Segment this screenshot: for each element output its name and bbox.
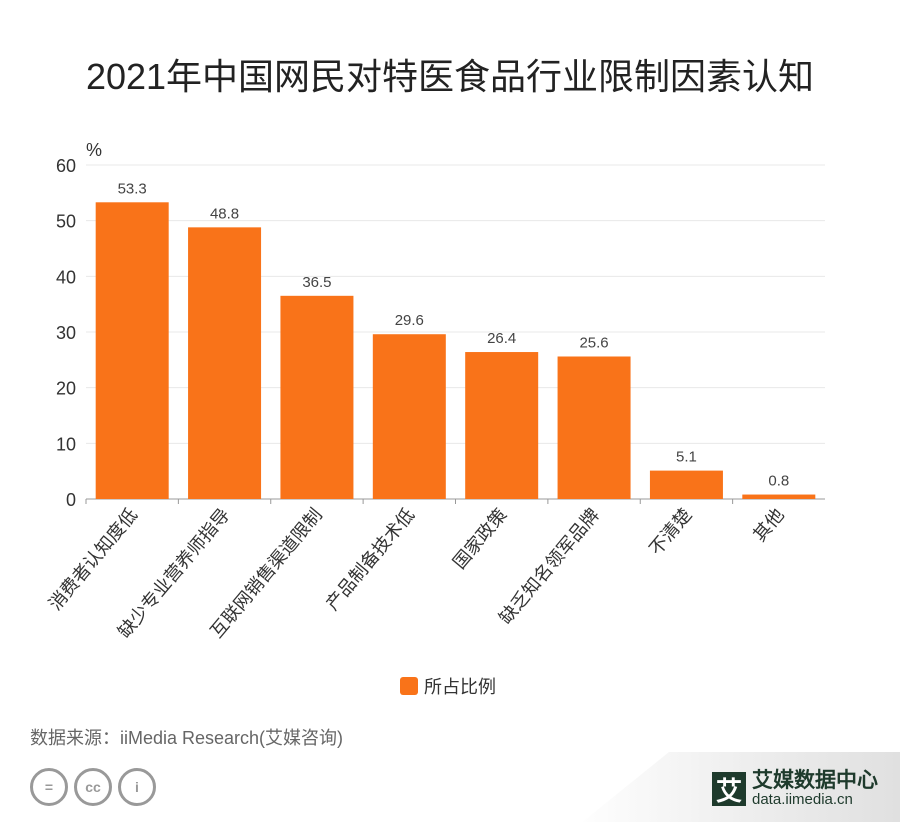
brand-url: data.iimedia.cn (752, 791, 853, 808)
cc-icon: cc (74, 768, 112, 806)
license-icons: = cc i (30, 768, 156, 806)
y-axis-unit: % (86, 140, 102, 160)
nd-icon: = (30, 768, 68, 806)
data-label: 26.4 (487, 330, 516, 347)
bar (372, 334, 446, 499)
data-label: 48.8 (210, 205, 239, 222)
data-label: 36.5 (302, 274, 331, 291)
bar (649, 470, 723, 499)
x-tick-label: 国家政策 (449, 505, 511, 573)
y-tick-label: 60 (56, 156, 76, 176)
brand-name: 艾媒数据中心 (752, 769, 878, 792)
by-icon: i (118, 768, 156, 806)
brand-logo-mark: 艾 (712, 772, 746, 806)
x-tick-label: 缺乏知名领军品牌 (495, 505, 603, 628)
bar (188, 227, 262, 499)
y-tick-label: 20 (56, 379, 76, 399)
y-tick-label: 0 (66, 490, 76, 510)
y-tick-label: 30 (56, 323, 76, 343)
bar-chart: 0102030405060%53.3消费者认知度低48.8缺少专业营养师指导36… (45, 140, 825, 697)
bar (742, 494, 816, 499)
bar (280, 295, 354, 499)
brand-logo: 艾 艾媒数据中心 data.iimedia.cn (712, 770, 878, 808)
legend-label: 所占比例 (424, 677, 496, 697)
data-label: 25.6 (579, 334, 608, 351)
x-tick-label: 产品制备技术低 (322, 505, 418, 614)
bar (95, 202, 169, 499)
bar (557, 356, 631, 499)
data-label: 5.1 (676, 449, 697, 466)
y-tick-label: 40 (56, 267, 76, 287)
y-tick-label: 50 (56, 212, 76, 232)
y-tick-label: 10 (56, 434, 76, 454)
x-tick-label: 不清楚 (645, 505, 695, 559)
legend-swatch (400, 677, 418, 695)
x-tick-label: 消费者认知度低 (45, 505, 141, 614)
data-label: 53.3 (118, 180, 147, 197)
data-label: 0.8 (768, 473, 789, 490)
x-tick-label: 其他 (749, 505, 787, 545)
data-label: 29.6 (395, 312, 424, 329)
data-source: 数据来源：iiMedia Research(艾媒咨询) (30, 728, 344, 748)
bar (465, 352, 539, 499)
chart-title: 2021年中国网民对特医食品行业限制因素认知 (85, 56, 815, 97)
